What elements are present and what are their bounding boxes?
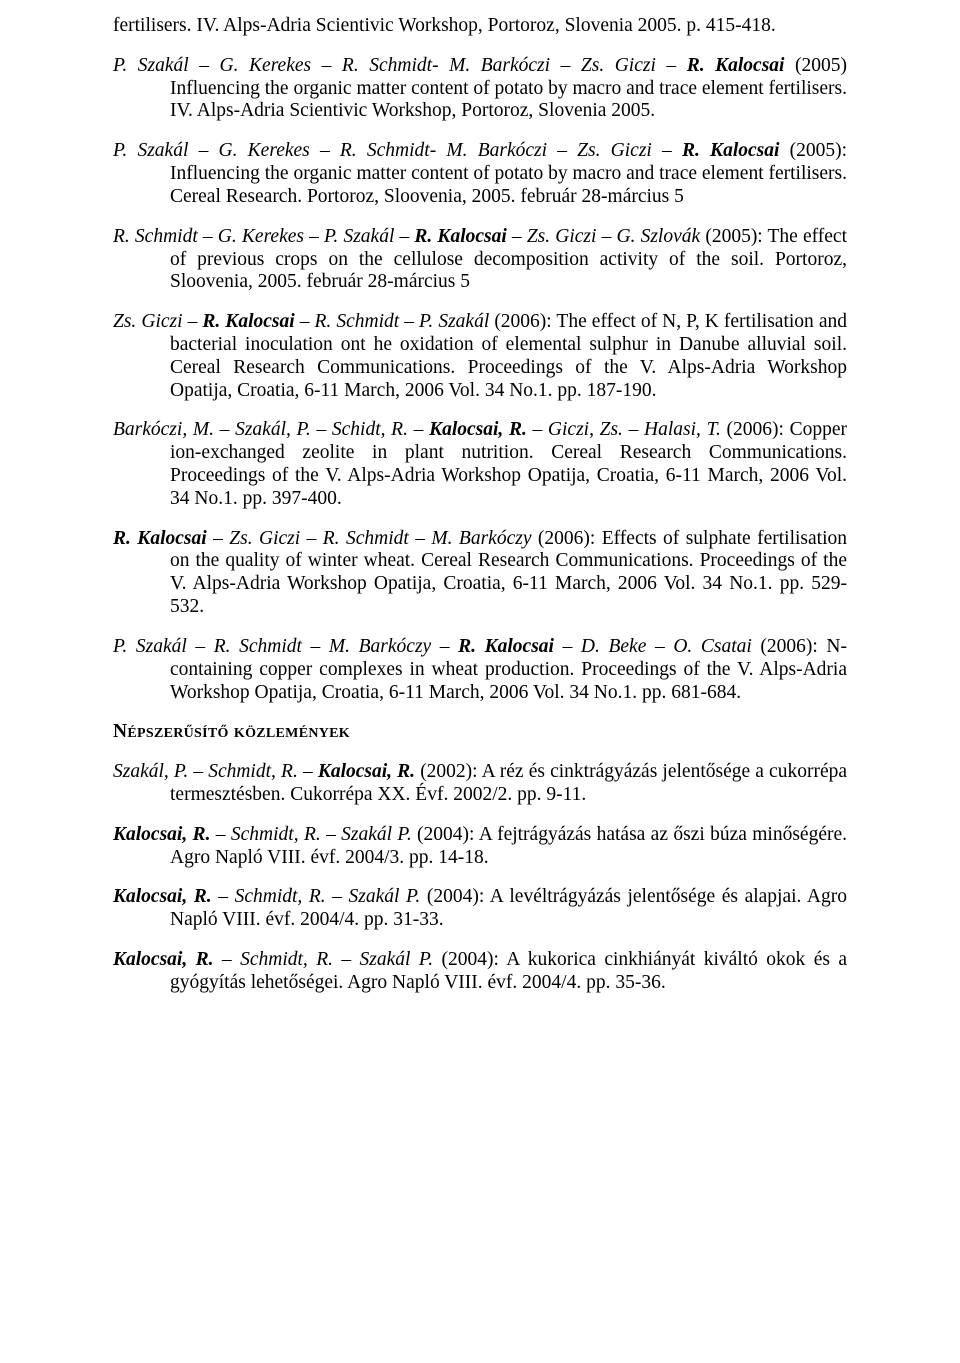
reference-entry: Zs. Giczi – R. Kalocsai – R. Schmidt – P… (113, 311, 847, 402)
reference-entry: R. Kalocsai – Zs. Giczi – R. Schmidt – M… (113, 528, 847, 619)
reference-entry: fertilisers. IV. Alps-Adria Scientivic W… (113, 15, 847, 38)
reference-entry: P. Szakál – G. Kerekes – R. Schmidt- M. … (113, 140, 847, 208)
reference-entry: R. Schmidt – G. Kerekes – P. Szakál – R.… (113, 226, 847, 294)
reference-entry: Barkóczi, M. – Szakál, P. – Schidt, R. –… (113, 419, 847, 510)
section-heading: Népszerűsítő közlemények (113, 721, 847, 744)
reference-entry: P. Szakál – G. Kerekes – R. Schmidt- M. … (113, 55, 847, 123)
page-container: fertilisers. IV. Alps-Adria Scientivic W… (0, 0, 960, 1363)
reference-entry: Szakál, P. – Schmidt, R. – Kalocsai, R. … (113, 761, 847, 807)
reference-entry: Kalocsai, R. – Schmidt, R. – Szakál P. (… (113, 824, 847, 870)
reference-entry: Kalocsai, R. – Schmidt, R. – Szakál P. (… (113, 886, 847, 932)
reference-entry: P. Szakál – R. Schmidt – M. Barkóczy – R… (113, 636, 847, 704)
reference-entry: Kalocsai, R. – Schmidt, R. – Szakál P. (… (113, 949, 847, 995)
